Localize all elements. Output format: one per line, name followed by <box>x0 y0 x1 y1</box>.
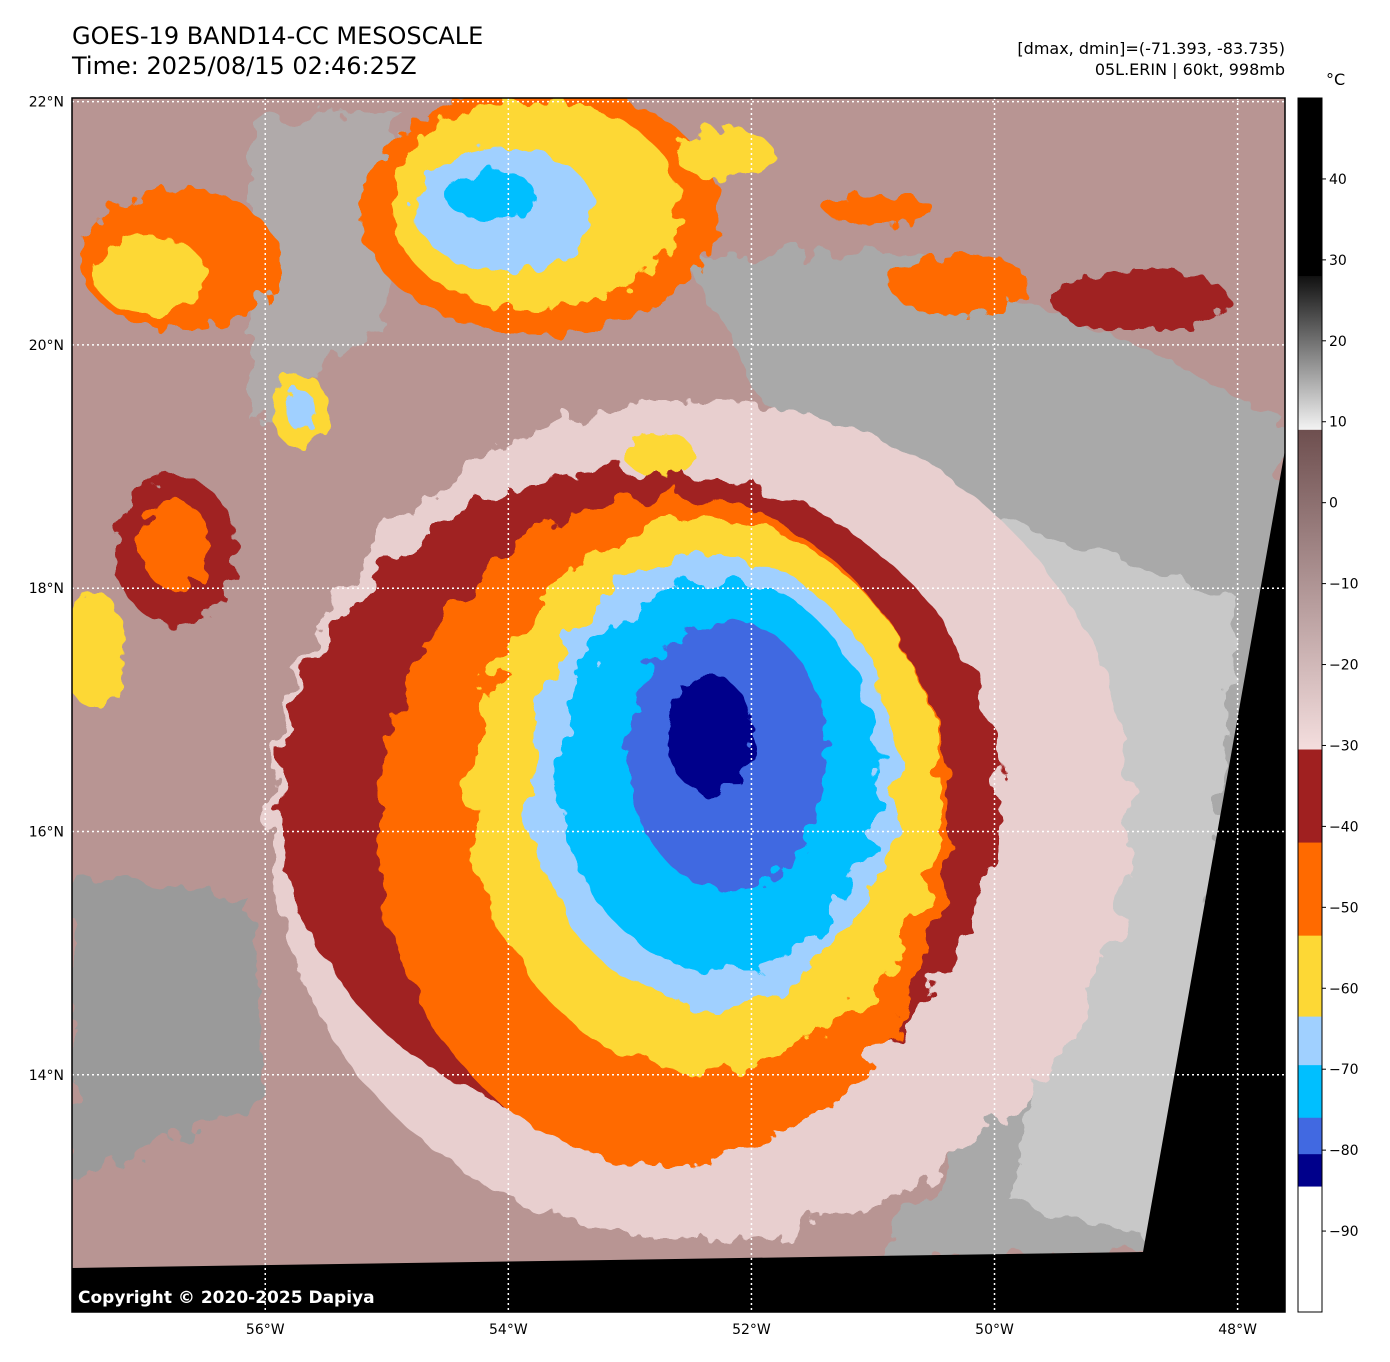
map-frame <box>71 97 1286 1313</box>
lon-tick-label: 50°W <box>975 1322 1014 1338</box>
dmax-dmin-label: [dmax, dmin]=(-71.393, -83.735) <box>1017 39 1285 58</box>
chart-title: GOES-19 BAND14-CC MESOSCALE <box>72 22 484 50</box>
colorbar: 40 30 20 10 0 −10 −20 −30 −40 −50 −60 −70 −80 −90 <box>1297 97 1359 1313</box>
colorbar-tick-label: −40 <box>1329 819 1359 835</box>
ne-band-orange <box>890 255 1030 315</box>
colorbar-segment <box>1298 749 1322 844</box>
colorbar-tick-label: −80 <box>1329 1143 1359 1159</box>
lon-tick-labels: 56°W 54°W 52°W 50°W 48°W <box>246 1322 1257 1338</box>
colorbar-segment <box>1298 842 1322 937</box>
mid-cell-yellow <box>625 433 695 477</box>
north-cluster-skyblue <box>445 170 535 220</box>
coldest-core-navy <box>668 675 752 795</box>
lat-tick-labels: 22°N 20°N 18°N 16°N 14°N <box>29 95 64 1084</box>
copyright-text: Copyright © 2020-2025 Dapiya <box>78 1288 375 1308</box>
colorbar-tick-label: −10 <box>1329 577 1359 593</box>
colorbar-tick-label: −70 <box>1329 1062 1359 1078</box>
colorbar-frame <box>1297 97 1323 1313</box>
chart-time: Time: 2025/08/15 02:46:25Z <box>72 52 417 80</box>
colorbar-unit: °C <box>1326 70 1346 89</box>
satellite-image <box>72 98 1285 1312</box>
colorbar-tick-label: 40 <box>1329 172 1347 188</box>
storm-info-label: 05L.ERIN | 60kt, 998mb <box>1094 60 1285 79</box>
lon-tick-label: 52°W <box>732 1322 771 1338</box>
west-edge-cell <box>72 590 125 710</box>
colorbar-segment <box>1298 1186 1322 1313</box>
ne-streak-orange <box>825 195 935 225</box>
colorbar-segment <box>1298 1065 1322 1119</box>
lat-tick-label: 18°N <box>29 581 64 597</box>
colorbar-tick-label: 30 <box>1329 253 1347 269</box>
colorbar-segment <box>1298 276 1322 431</box>
colorbar-tick-label: −20 <box>1329 658 1359 674</box>
west-cluster-orange <box>140 500 210 590</box>
clear-region-north <box>250 110 400 420</box>
lat-tick-label: 22°N <box>29 95 64 111</box>
gridlines <box>72 98 1285 1312</box>
colorbar-tick-label: −60 <box>1329 981 1359 997</box>
colorbar-tick-label: −30 <box>1329 738 1359 754</box>
colorbar-segment <box>1298 1117 1322 1155</box>
lon-tick-label: 56°W <box>246 1322 285 1338</box>
colorbar-tick-label: −90 <box>1329 1224 1359 1240</box>
lat-tick-label: 16°N <box>29 825 64 841</box>
colorbar-segment <box>1298 1016 1322 1066</box>
small-cell-lightblue <box>285 390 315 430</box>
no-data-region <box>72 450 1285 1312</box>
colorbar-tick-label: 0 <box>1329 496 1338 512</box>
ne-cell-yellow <box>675 130 775 180</box>
colorbar-segment <box>1298 429 1322 751</box>
lat-tick-label: 14°N <box>29 1068 64 1084</box>
ne-band-red <box>1050 270 1230 330</box>
lon-tick-label: 48°W <box>1218 1322 1257 1338</box>
lat-tick-label: 20°N <box>29 338 64 354</box>
lon-tick-label: 54°W <box>489 1322 528 1338</box>
colorbar-segment <box>1298 1154 1322 1188</box>
clear-region-southwest <box>72 870 270 1180</box>
colorbar-tick-label: −50 <box>1329 900 1359 916</box>
colorbar-segment <box>1298 935 1322 1018</box>
colorbar-segment <box>1298 98 1322 277</box>
nw-cluster-yellow <box>95 235 205 315</box>
colorbar-tick-label: 20 <box>1329 334 1347 350</box>
colorbar-tick-label: 10 <box>1329 415 1347 431</box>
